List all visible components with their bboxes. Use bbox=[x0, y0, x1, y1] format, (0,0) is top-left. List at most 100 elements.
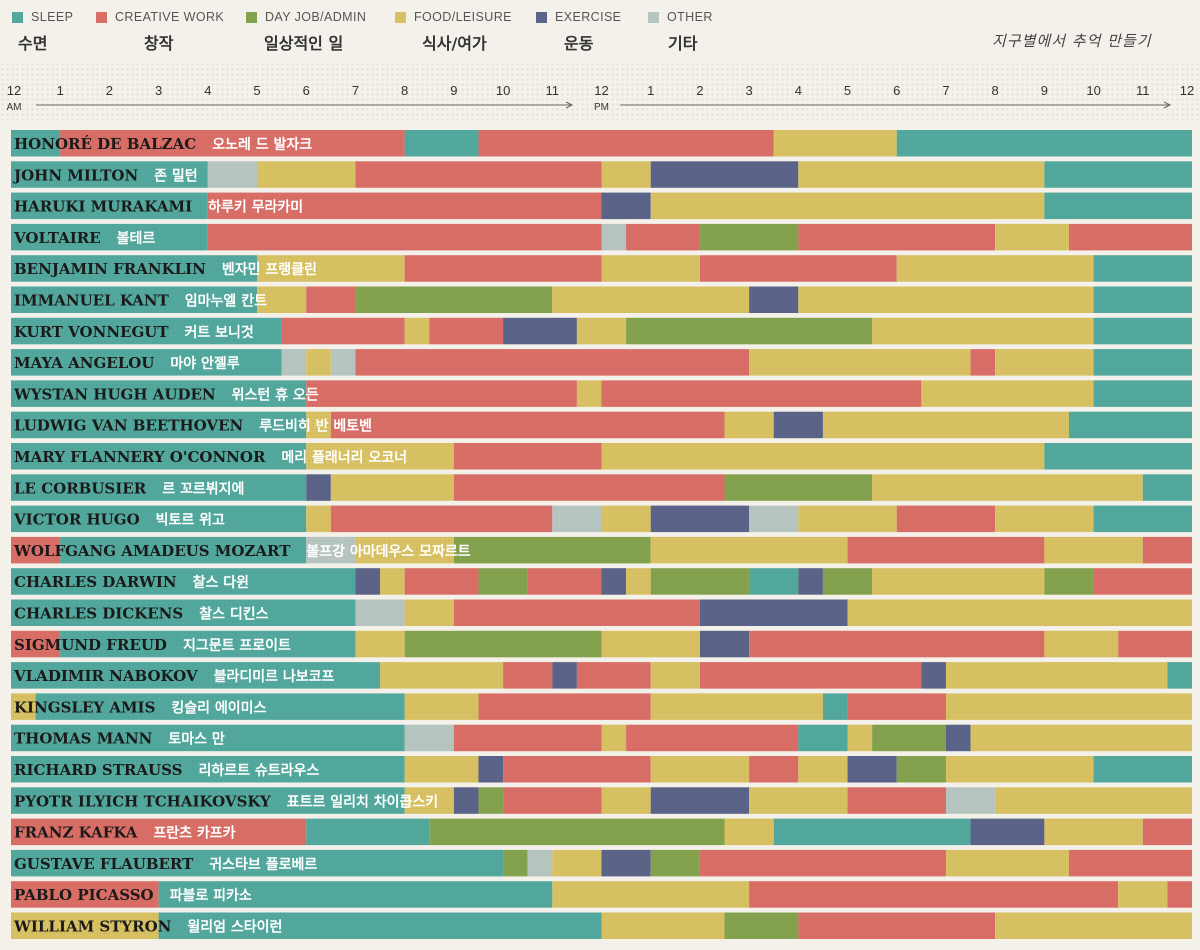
person-row: LUDWIG VAN BEETHOVEN 루드비히 반 베토벤 bbox=[11, 411, 1192, 439]
person-name-en: WOLFGANG AMADEUS MOZART bbox=[13, 542, 291, 560]
x-tick-label: 4 bbox=[795, 83, 802, 98]
person-name-ko: 파블로 피카소 bbox=[170, 888, 252, 904]
legend-swatch-dayjob bbox=[246, 12, 257, 23]
person-name-en: THOMAS MANN bbox=[14, 730, 153, 748]
person-name-ko: 찰스 다윈 bbox=[193, 575, 249, 591]
person-name-en: LE CORBUSIER bbox=[14, 479, 147, 497]
person-row: WYSTAN HUGH AUDEN 위스턴 휴 오든 bbox=[11, 380, 1192, 407]
row-texture bbox=[11, 411, 1192, 439]
x-tick-label: 11 bbox=[1136, 83, 1150, 98]
legend-swatch-other bbox=[648, 12, 659, 23]
legend-swatch-creative bbox=[96, 12, 107, 23]
person-name-ko: 표트르 일리치 차이콥스키 bbox=[287, 793, 438, 810]
person-name-ko: 블라디미르 나보코프 bbox=[214, 669, 335, 685]
legend-label-en: EXERCISE bbox=[555, 10, 622, 24]
person-row: WOLFGANG AMADEUS MOZART 볼프강 아마데우스 모짜르트 bbox=[11, 536, 1192, 564]
legend-label-ko: 운동 bbox=[564, 34, 594, 53]
legend-swatch-food bbox=[395, 12, 406, 23]
row-texture bbox=[11, 161, 1192, 188]
person-name-en: RICHARD STRAUSS bbox=[14, 761, 182, 779]
row-texture bbox=[11, 380, 1192, 407]
person-name-ko: 지그문트 프로이트 bbox=[183, 637, 291, 654]
person-name-en: WYSTAN HUGH AUDEN bbox=[13, 385, 216, 403]
legend: SLEEP 수면 CREATIVE WORK 창작 DAY JOB/ADMIN 일상적인 … bbox=[0, 0, 1200, 62]
legend-label-en: FOOD/LEISURE bbox=[414, 10, 512, 24]
time-axis bbox=[0, 62, 1200, 122]
x-tick-label: 5 bbox=[253, 83, 260, 98]
row-texture bbox=[11, 223, 1192, 251]
person-name-ko: 벤자민 프랭클린 bbox=[222, 261, 317, 278]
person-name-en: IMMANUEL KANT bbox=[14, 292, 170, 310]
person-row: CHARLES DICKENS 찰스 디킨스 bbox=[11, 599, 1192, 626]
x-tick-label: 7 bbox=[352, 83, 359, 98]
person-name-ko: 하루키 무라카미 bbox=[208, 199, 303, 216]
person-row: HARUKI MURAKAMI 하루키 무라카미 bbox=[11, 192, 1193, 220]
person-name-ko: 리하르트 슈트라우스 bbox=[198, 762, 319, 779]
x-tick-label: 1 bbox=[57, 83, 64, 98]
row-texture bbox=[11, 818, 1192, 846]
person-row: VOLTAIRE 볼테르 bbox=[11, 223, 1192, 251]
legend-swatch-exercise bbox=[536, 12, 547, 23]
person-row: HONORÉ DE BALZAC 오노레 드 발자크 bbox=[11, 130, 1192, 157]
row-texture bbox=[11, 536, 1192, 564]
row-texture bbox=[11, 474, 1192, 501]
legend-label-en: OTHER bbox=[667, 10, 713, 24]
legend-label-ko: 식사/여가 bbox=[422, 34, 487, 53]
x-tick-label: 7 bbox=[942, 83, 949, 98]
legend-label-ko: 기타 bbox=[668, 34, 698, 53]
person-name-en: MARY FLANNERY O'CONNOR bbox=[14, 448, 266, 466]
person-name-ko: 임마누엘 칸트 bbox=[185, 293, 267, 310]
person-name-ko: 루드비히 반 베토벤 bbox=[259, 418, 372, 435]
person-name-en: CHARLES DICKENS bbox=[14, 605, 183, 623]
row-texture bbox=[11, 286, 1192, 313]
person-name-en: PYOTR ILYICH TCHAIKOVSKY bbox=[14, 792, 271, 810]
x-tick-label: 12 bbox=[594, 83, 608, 98]
x-tick-label: 9 bbox=[1041, 83, 1048, 98]
x-tick-label: 3 bbox=[155, 83, 162, 98]
person-name-en: PABLO PICASSO bbox=[14, 886, 154, 904]
x-tick-label: 3 bbox=[746, 83, 753, 98]
person-name-en: MAYA ANGELOU bbox=[14, 354, 154, 372]
legend-label-ko: 일상적인 일 bbox=[264, 34, 344, 53]
person-row: THOMAS MANN 토마스 만 bbox=[11, 724, 1192, 752]
person-name-ko: 프란츠 카프카 bbox=[153, 825, 235, 842]
person-name-en: WILLIAM STYRON bbox=[13, 918, 172, 936]
person-name-en: VLADIMIR NABOKOV bbox=[13, 667, 198, 685]
person-row: CHARLES DARWIN 찰스 다윈 bbox=[11, 568, 1192, 595]
row-texture bbox=[11, 881, 1192, 908]
person-name-en: VICTOR HUGO bbox=[13, 511, 140, 529]
person-row: BENJAMIN FRANKLIN 벤자민 프랭클린 bbox=[11, 255, 1192, 282]
person-row: LE CORBUSIER 르 꼬르뷔지에 bbox=[11, 474, 1192, 501]
row-texture bbox=[11, 912, 1192, 939]
axis-arrow-head bbox=[565, 101, 574, 109]
x-tick-label: 10 bbox=[496, 83, 510, 98]
person-name-ko: 빅토르 위고 bbox=[156, 512, 225, 529]
person-row: MARY FLANNERY O'CONNOR 메리 플래너리 오코너 bbox=[11, 443, 1193, 470]
person-row: GUSTAVE FLAUBERT 귀스타브 플로베르 bbox=[11, 849, 1192, 877]
person-row: WILLIAM STYRON 윌리엄 스타이런 bbox=[11, 912, 1192, 939]
person-name-ko: 볼테르 bbox=[117, 231, 156, 247]
person-name-en: LUDWIG VAN BEETHOVEN bbox=[14, 417, 244, 435]
row-texture bbox=[11, 349, 1192, 376]
row-texture bbox=[11, 317, 1192, 345]
person-name-en: BENJAMIN FRANKLIN bbox=[14, 260, 206, 278]
legend-label-ko: 수면 bbox=[18, 34, 48, 53]
person-row: KURT VONNEGUT 커트 보니것 bbox=[11, 317, 1192, 345]
x-tick-label: 8 bbox=[992, 83, 999, 98]
person-row: MAYA ANGELOU 마야 안젤루 bbox=[11, 349, 1192, 376]
row-texture bbox=[11, 130, 1192, 157]
person-name-ko: 찰스 디킨스 bbox=[199, 606, 268, 623]
person-row: FRANZ KAFKA 프란츠 카프카 bbox=[11, 818, 1192, 846]
credit-text: 지구별에서 추억 만들기 bbox=[992, 32, 1152, 50]
row-texture bbox=[11, 599, 1192, 626]
x-tick-label: 5 bbox=[844, 83, 851, 98]
person-name-ko: 볼프강 아마데우스 모짜르트 bbox=[306, 543, 470, 560]
row-texture bbox=[11, 568, 1192, 595]
person-name-ko: 커트 보니것 bbox=[185, 324, 254, 341]
person-name-en: HONORÉ DE BALZAC bbox=[14, 135, 196, 153]
x-tick-label: 9 bbox=[450, 83, 457, 98]
x-tick-sublabel: PM bbox=[594, 102, 609, 113]
x-tick-label: 1 bbox=[647, 83, 654, 98]
person-row: IMMANUEL KANT 임마누엘 칸트 bbox=[11, 286, 1192, 313]
